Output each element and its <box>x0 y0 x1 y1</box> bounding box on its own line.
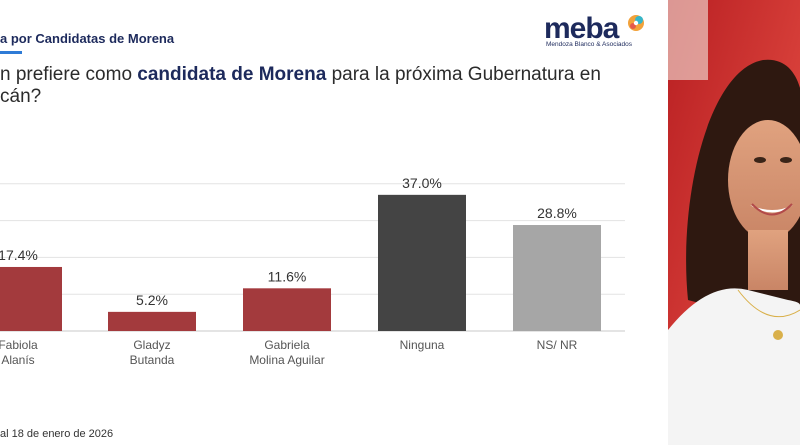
question-part1: n prefiere como <box>0 64 138 85</box>
logo-subtitle: Mendoza Blanco & Asociados <box>546 41 632 48</box>
category-label: Alanís <box>1 353 34 367</box>
bar-value-label: 11.6% <box>268 268 307 284</box>
header-accent-rule <box>0 51 22 54</box>
footer-note: al 18 de enero de 2026 <box>0 428 114 440</box>
bar <box>378 194 466 331</box>
slide-header: a por Candidatas de Morena <box>0 31 175 46</box>
category-label: Fabiola <box>0 338 38 352</box>
bar <box>243 288 331 331</box>
category-label: Butanda <box>130 353 175 367</box>
slide: a por Candidatas de Morena n prefiere co… <box>0 12 654 440</box>
question-highlight: candidata de Morena <box>137 64 327 85</box>
category-label: Ninguna <box>400 338 445 352</box>
meba-logo: meba Mendoza Blanco & Asociados <box>544 12 654 52</box>
bar-value-label: 17.4% <box>0 247 38 263</box>
bar-value-label: 37.0% <box>402 175 442 191</box>
question-line2: cán? <box>0 86 42 107</box>
bar-value-label: 28.8% <box>537 205 577 221</box>
bar <box>513 225 601 331</box>
survey-question: n prefiere como candidata de Morena para… <box>0 64 601 108</box>
category-label: Molina Aguilar <box>249 353 324 367</box>
category-label: NS/ NR <box>537 338 578 352</box>
category-label: Gladyz <box>133 338 170 352</box>
category-label: Gabriela <box>264 338 310 352</box>
bar <box>108 311 196 331</box>
candidate-photo <box>668 0 800 445</box>
bar <box>0 266 62 331</box>
logo-badge-icon <box>628 15 644 31</box>
logo-wordmark: meba <box>544 12 619 45</box>
bar-value-label: 5.2% <box>136 292 168 308</box>
question-part2: para la próxima Gubernatura en <box>326 64 601 85</box>
